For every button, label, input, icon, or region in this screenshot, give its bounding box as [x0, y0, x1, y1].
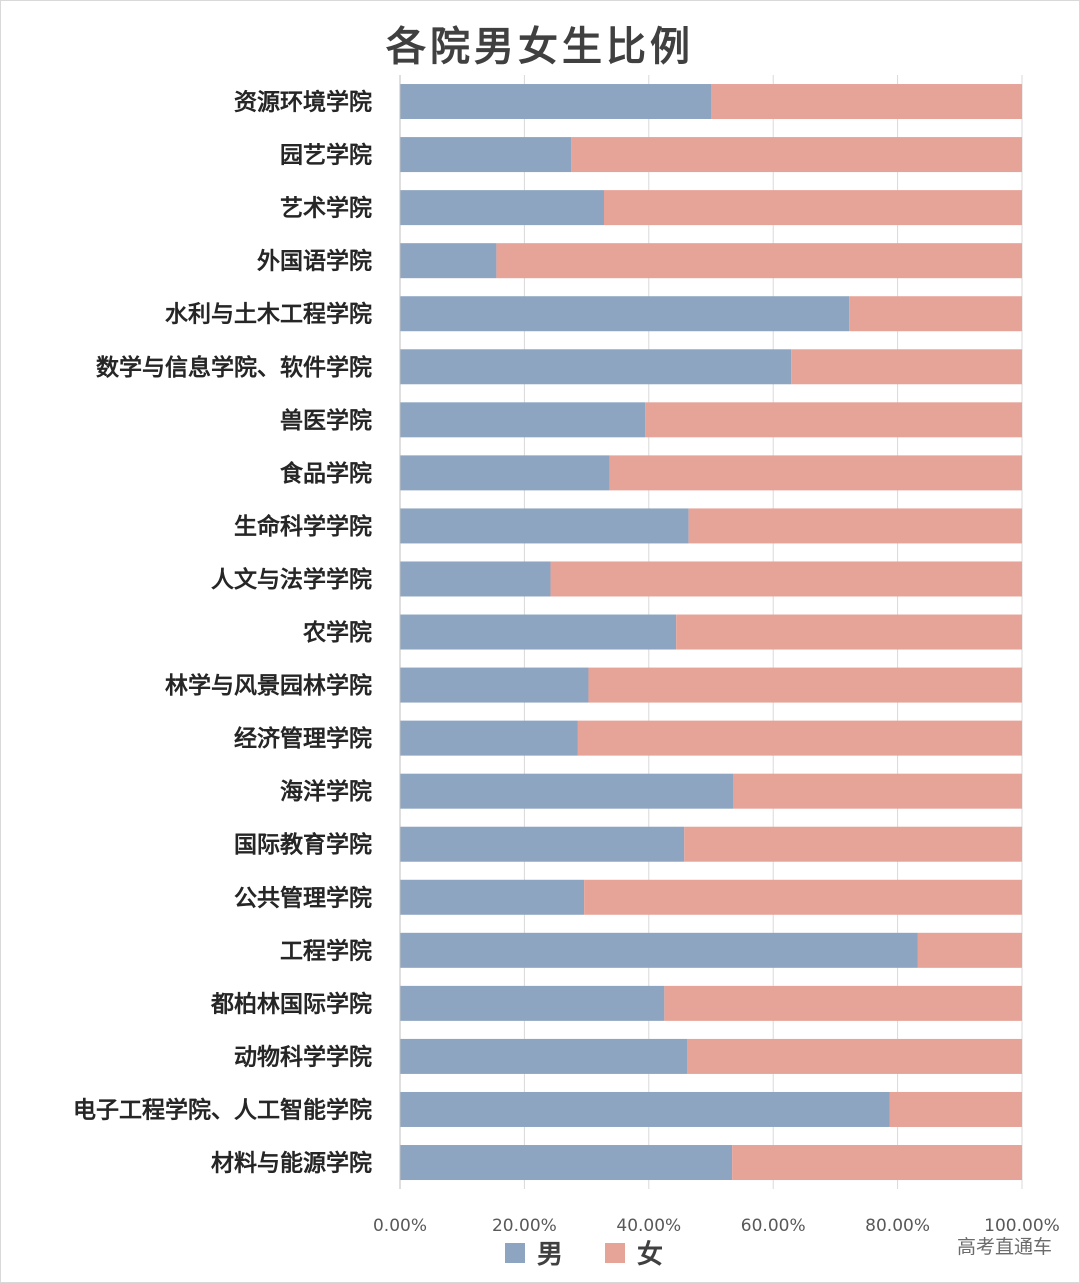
legend-item-male: 男 [505, 1234, 563, 1271]
legend-item-female: 女 [605, 1234, 663, 1271]
bar-female [917, 932, 1022, 968]
bar-female [584, 879, 1022, 915]
x-tick-label: 80.00% [865, 1216, 930, 1236]
bar-female [604, 190, 1022, 226]
category-label: 海洋学院 [280, 778, 372, 805]
chart-title: 各院男女生比例 [386, 23, 694, 70]
bar-male [400, 826, 685, 862]
category-label: 材料与能源学院 [211, 1150, 372, 1177]
bar-female [684, 826, 1022, 862]
x-tick-label: 100.00% [984, 1216, 1060, 1236]
bar-female [496, 243, 1022, 279]
bar-female [791, 349, 1022, 385]
category-label: 艺术学院 [280, 195, 372, 222]
x-tick-label: 0.00% [373, 1216, 427, 1236]
category-label: 电子工程学院、人工智能学院 [73, 1096, 372, 1123]
category-label: 工程学院 [280, 937, 372, 964]
bar-male [400, 773, 734, 809]
bar-female [664, 985, 1022, 1021]
bar-male [400, 614, 677, 650]
category-label: 园艺学院 [280, 142, 372, 169]
bar-female [687, 1038, 1022, 1074]
x-tick-label: 20.00% [492, 1216, 557, 1236]
category-label: 资源环境学院 [234, 89, 372, 116]
bar-male [400, 455, 610, 491]
category-label: 数学与信息学院、软件学院 [96, 354, 372, 381]
category-label: 林学与风景园林学院 [165, 672, 372, 699]
bar-male [400, 190, 605, 226]
bar-female [588, 667, 1022, 703]
bar-female [577, 720, 1022, 756]
bar-male [400, 985, 665, 1021]
bar-female [688, 508, 1022, 544]
bar-male [400, 349, 792, 385]
legend-swatch-female [605, 1242, 626, 1263]
category-label: 外国语学院 [257, 248, 372, 275]
bar-male [400, 296, 850, 332]
x-tick-label: 60.00% [741, 1216, 806, 1236]
category-label: 国际教育学院 [234, 831, 372, 858]
category-label: 公共管理学院 [234, 884, 372, 911]
category-label: 经济管理学院 [234, 725, 372, 752]
bar-male [400, 137, 572, 173]
bar-male [400, 720, 578, 756]
bar-male [400, 932, 918, 968]
bar-female [645, 402, 1022, 438]
category-label: 人文与法学学院 [211, 566, 372, 593]
bar-male [400, 667, 589, 703]
bar-female [550, 561, 1022, 597]
bar-male [400, 243, 497, 279]
bar-female [609, 455, 1022, 491]
category-label: 动物科学学院 [234, 1043, 372, 1070]
bar-male [400, 1038, 688, 1074]
category-label: 食品学院 [280, 460, 372, 487]
category-label: 兽医学院 [280, 407, 372, 434]
bar-female [571, 137, 1022, 173]
category-label: 生命科学学院 [234, 513, 372, 540]
x-tick-label: 40.00% [616, 1216, 681, 1236]
legend: 男 女 [505, 1234, 693, 1271]
bar-female [732, 1145, 1022, 1181]
category-label: 水利与土木工程学院 [165, 301, 372, 328]
bar-female [889, 1091, 1022, 1127]
bar-male [400, 1091, 890, 1127]
bar-female [849, 296, 1022, 332]
bar-male [400, 402, 646, 438]
bar-female [711, 84, 1022, 120]
bar-male [400, 1145, 733, 1181]
category-label: 都柏林国际学院 [210, 990, 372, 1017]
bar-female [676, 614, 1022, 650]
watermark: 高考直通车 [956, 1236, 1052, 1258]
category-label: 农学院 [302, 619, 372, 646]
bar-female [733, 773, 1022, 809]
bar-male [400, 508, 689, 544]
legend-label-female: 女 [637, 1240, 664, 1270]
legend-label-male: 男 [537, 1240, 564, 1270]
legend-swatch-male [505, 1242, 525, 1263]
bar-male [400, 84, 711, 120]
bar-male [400, 879, 585, 915]
bar-male [400, 561, 551, 597]
